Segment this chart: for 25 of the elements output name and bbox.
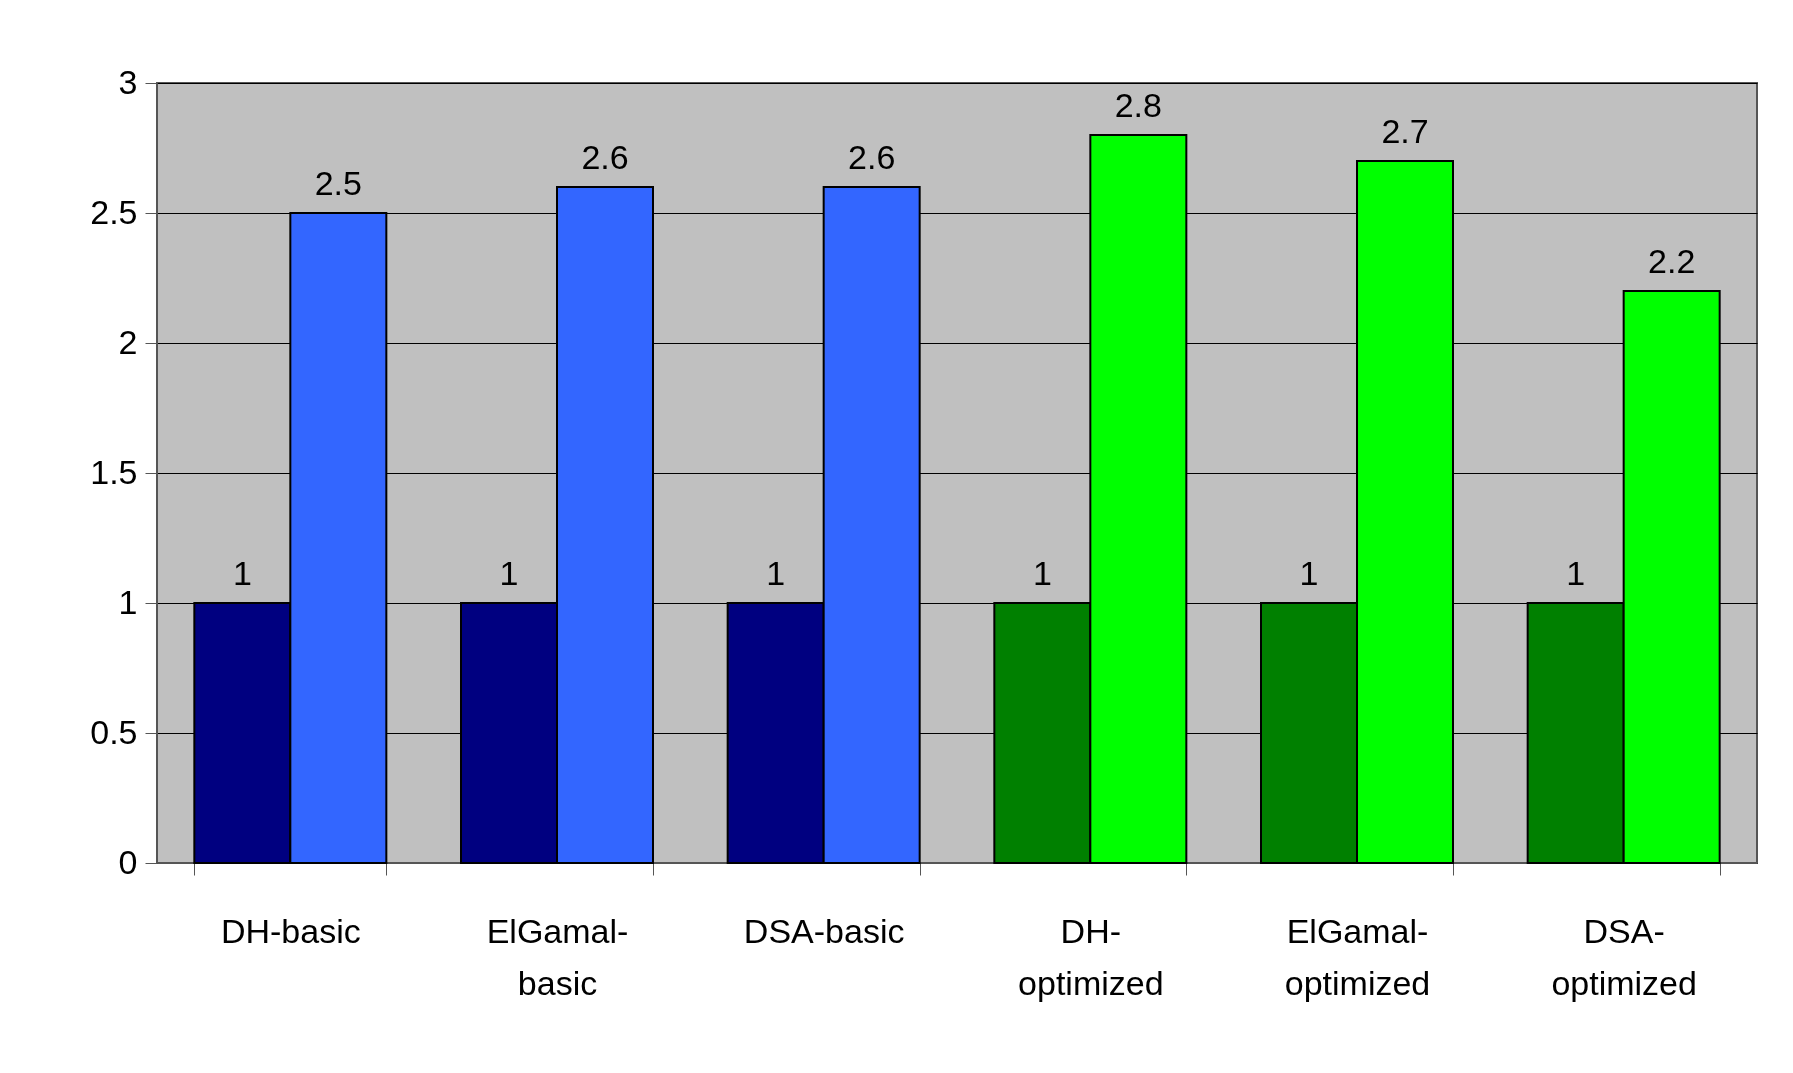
data-label: 1 <box>499 554 519 592</box>
data-label: 2.7 <box>1381 112 1429 150</box>
y-tick-label: 3 <box>118 62 138 101</box>
x-tick-label: ElGamal-basic <box>486 911 629 1002</box>
y-tick-label: 0.5 <box>90 712 138 751</box>
y-tick-label: 2 <box>118 322 138 361</box>
x-tick-label: ElGamal-optimized <box>1284 911 1431 1002</box>
data-label: 2.6 <box>581 138 629 176</box>
data-label: 1 <box>1566 554 1586 592</box>
data-label: 2.5 <box>314 164 362 202</box>
x-tick-label: DH-optimized <box>1018 911 1164 1002</box>
data-label: 1 <box>1299 554 1319 592</box>
data-label: 1 <box>766 554 786 592</box>
y-tick-label: 1 <box>118 582 138 621</box>
x-tick-label: DH-basic <box>220 911 361 950</box>
data-label: 2.8 <box>1114 86 1162 124</box>
x-tick-label: DSA-optimized <box>1551 911 1697 1002</box>
y-tick-label: 1.5 <box>90 452 138 491</box>
data-label: 2.2 <box>1648 242 1696 280</box>
data-label: 1 <box>232 554 252 592</box>
data-label: 2.6 <box>848 138 896 176</box>
data-label: 1 <box>1032 554 1052 592</box>
y-tick-label: 0 <box>118 842 138 881</box>
y-tick-label: 2.5 <box>90 192 138 231</box>
x-tick-label: DSA-basic <box>743 911 905 950</box>
